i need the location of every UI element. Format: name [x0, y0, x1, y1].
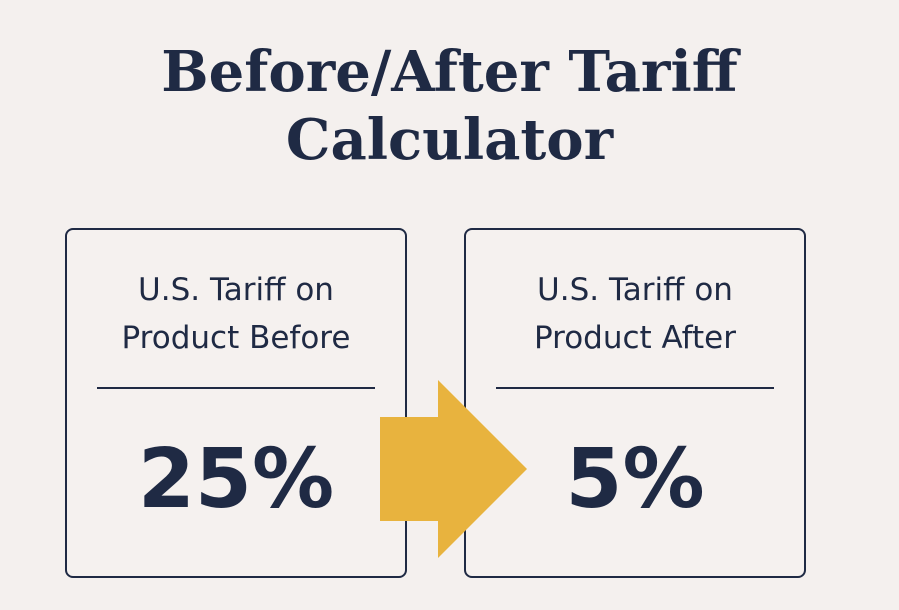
arrow-right-shape — [380, 380, 527, 558]
page-title: Before/After Tariff Calculator — [0, 38, 899, 174]
arrow-right-icon — [380, 380, 527, 558]
before-tariff-value: 25% — [137, 432, 335, 527]
title-line-1: Before/After Tariff — [161, 39, 738, 105]
title-line-2: Calculator — [285, 107, 614, 173]
before-tariff-card: U.S. Tariff on Product Before 25% — [65, 228, 407, 578]
before-label-line-2: Product Before — [121, 320, 351, 356]
after-label-line-2: Product After — [534, 320, 736, 356]
after-card-divider — [496, 387, 774, 389]
after-label-line-1: U.S. Tariff on — [537, 272, 733, 308]
after-card-label: U.S. Tariff on Product After — [466, 266, 804, 362]
after-tariff-value: 5% — [565, 432, 705, 527]
before-card-divider — [97, 387, 375, 389]
before-card-label: U.S. Tariff on Product Before — [67, 266, 405, 362]
before-label-line-1: U.S. Tariff on — [138, 272, 334, 308]
after-tariff-card: U.S. Tariff on Product After 5% — [464, 228, 806, 578]
